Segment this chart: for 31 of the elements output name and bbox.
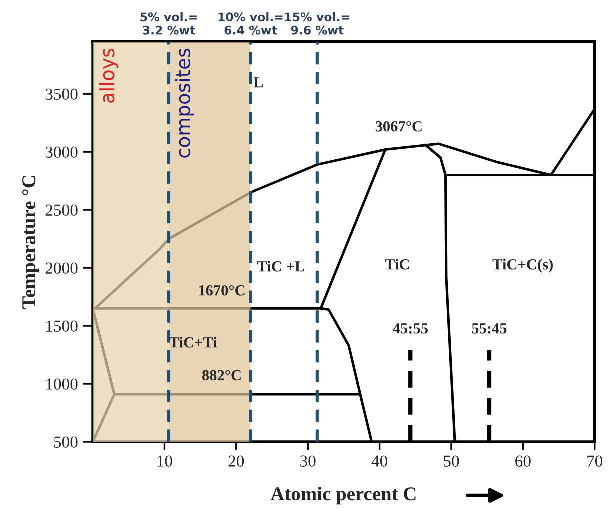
x-tick-label: 50 xyxy=(444,456,460,467)
y-tick-label: 1000 xyxy=(46,378,78,390)
annotation: 882°C xyxy=(202,370,241,381)
y-tick-label: 2000 xyxy=(46,262,78,274)
x-tick-label: 70 xyxy=(588,456,603,467)
annotation: TiC+C(s) xyxy=(492,259,553,273)
band-label: alloys xyxy=(99,48,118,103)
y-tick-label: 3500 xyxy=(46,88,78,100)
text: 10% vol.= 6.4 %wt xyxy=(218,12,283,35)
annotation: 45:55 xyxy=(393,324,428,334)
annotation: 55:45 xyxy=(472,324,507,334)
annotation: TiC xyxy=(385,259,410,270)
annotation: L xyxy=(254,78,264,88)
y-tick-label: 500 xyxy=(54,436,78,448)
x-tick-label: 60 xyxy=(516,456,531,467)
y-tick-label: 2500 xyxy=(46,204,78,216)
band-label: composites xyxy=(175,48,194,158)
annotation: TiC+Ti xyxy=(170,337,218,348)
annotation: 3067°C xyxy=(376,121,422,132)
annotation: TiC +L xyxy=(257,261,305,272)
annotation: 1670°C xyxy=(199,285,245,296)
x-axis-title: Atomic percent C xyxy=(270,486,416,505)
text: 15% vol.= 9.6 %wt xyxy=(285,12,350,35)
text: 5% vol.= 3.2 %wt xyxy=(140,12,197,35)
x-tick-label: 20 xyxy=(228,456,244,467)
y-tick-label: 3000 xyxy=(46,146,78,158)
x-tick-label: 30 xyxy=(300,456,316,467)
y-axis-title: Temperature °C xyxy=(22,176,40,310)
x-tick-label: 40 xyxy=(372,456,388,467)
x-tick-label: 10 xyxy=(158,456,172,467)
y-tick-label: 1500 xyxy=(46,320,78,332)
